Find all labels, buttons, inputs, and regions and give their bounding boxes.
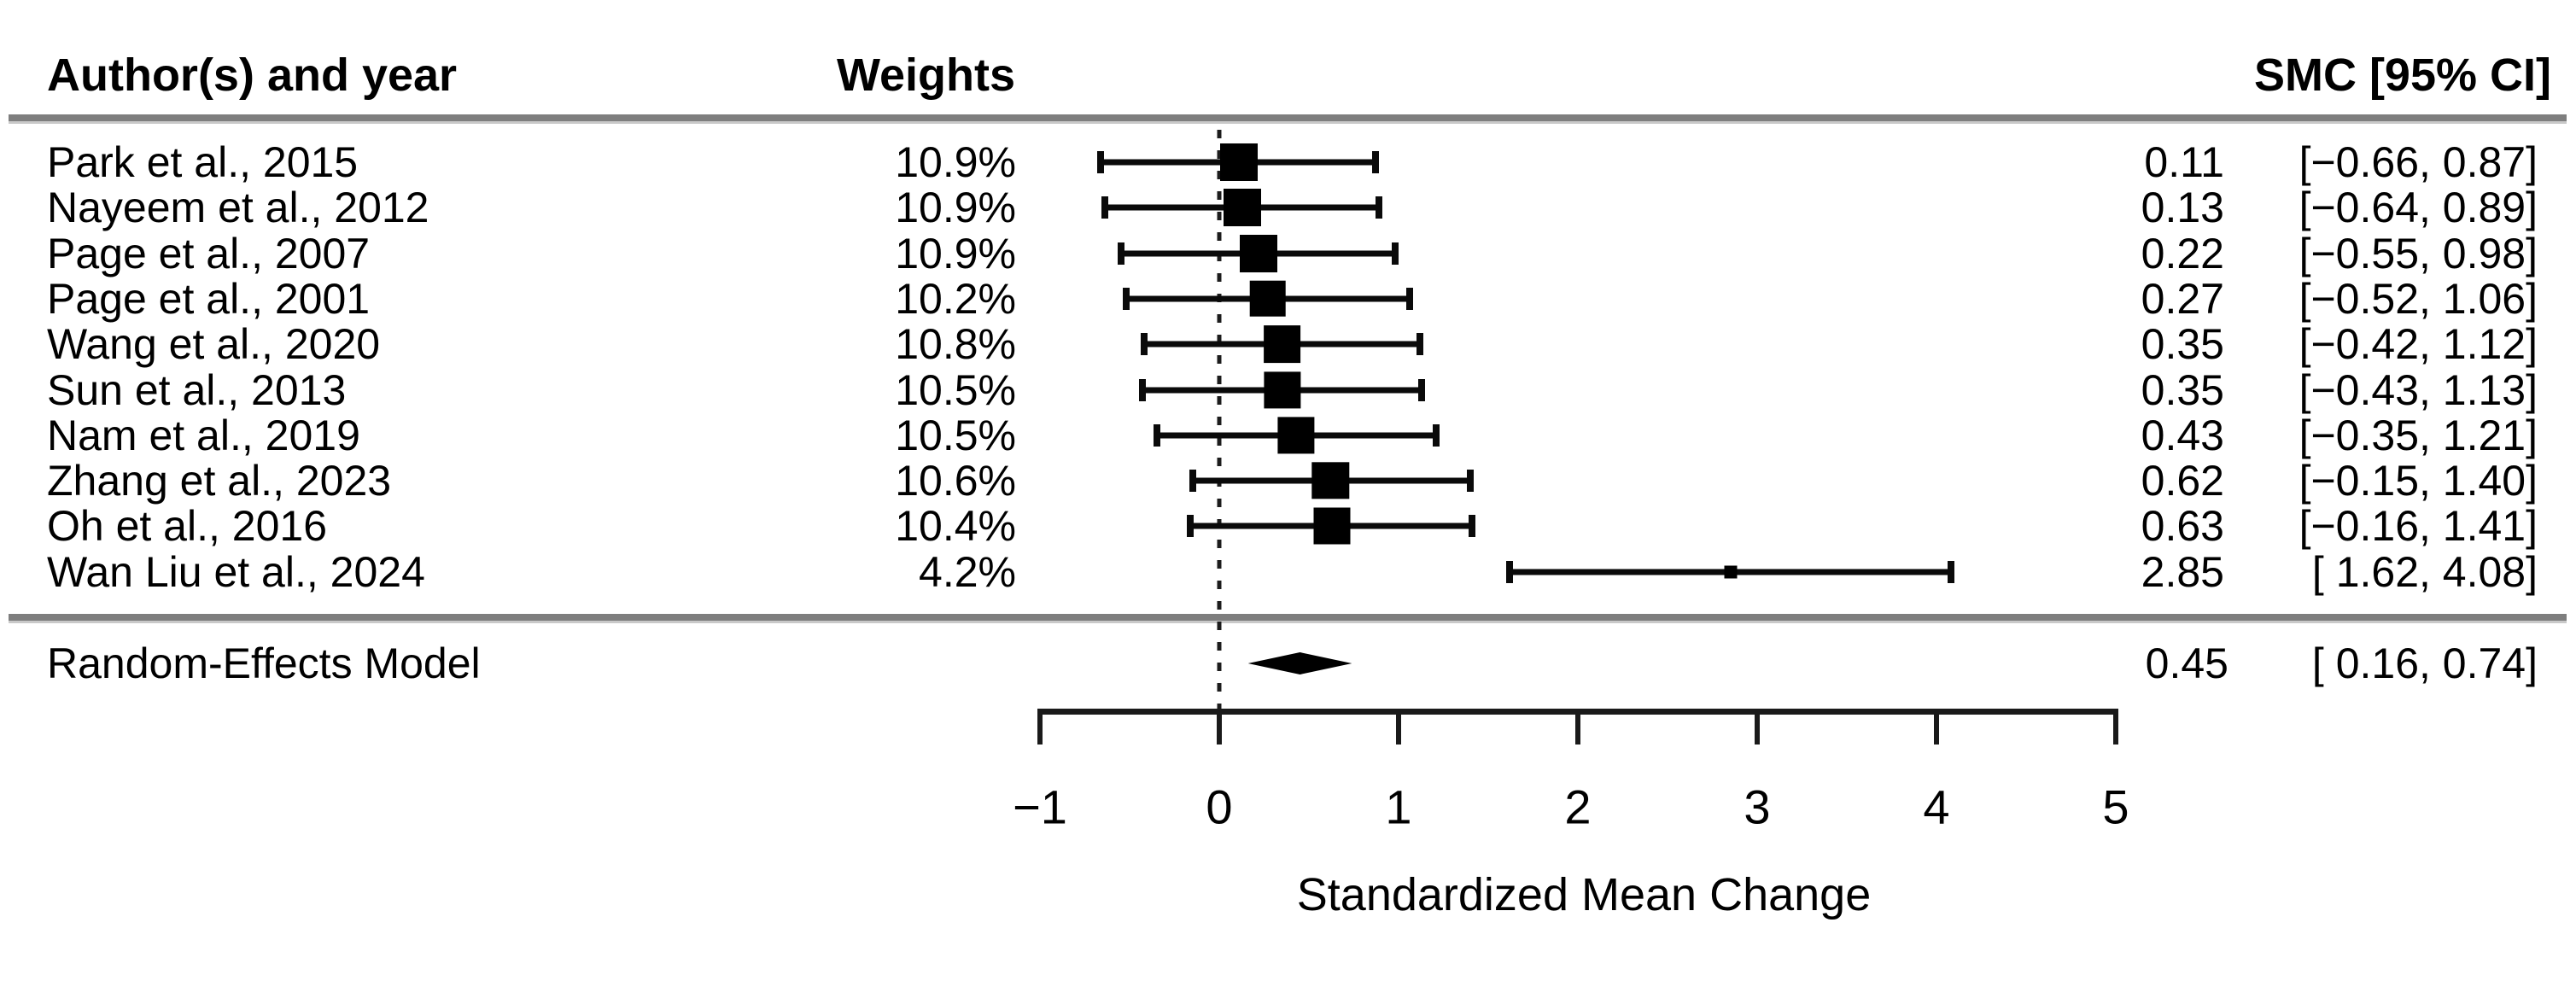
ci-upper-cap [1417,333,1424,356]
ci-upper-cap [1405,287,1413,310]
ci-lower-cap [1153,423,1160,447]
ci-lower-cap [1117,242,1124,265]
ci-value: [−0.35, 1.21] [2299,411,2538,459]
column-header-authors: Author(s) and year [47,50,458,101]
weight-label: 10.5% [895,411,1016,459]
summary-diamond [1247,652,1352,674]
ci-lower-cap [1097,151,1105,173]
author-label: Page et al., 2007 [47,229,371,277]
ci-lower-cap [1122,287,1130,310]
x-axis-title: Standardized Mean Change [1296,869,1872,920]
ci-lower-cap [1506,560,1514,583]
ci-value: [−0.66, 0.87] [2299,138,2538,186]
weight-label: 10.4% [895,502,1016,551]
effect-square [1277,417,1315,454]
weight-label: 10.9% [895,229,1016,277]
author-label: Nayeem et al., 2012 [47,184,429,232]
x-axis-tick [1396,709,1401,745]
ci-upper-cap [1433,423,1440,447]
ci-upper-cap [1467,470,1474,493]
effect-square [1311,462,1349,499]
x-axis-tick-label: 3 [1744,780,1771,834]
author-label: Page et al., 2001 [47,274,371,323]
x-axis-tick-label: 4 [1923,780,1950,834]
zero-reference-line [1217,130,1222,729]
author-label: Sun et al., 2013 [47,365,347,414]
x-axis-tick [1575,709,1580,745]
author-label: Oh et al., 2016 [47,502,328,551]
ci-upper-cap [1947,560,1954,583]
ci-lower-cap [1187,515,1195,538]
summary-label: Random-Effects Model [47,639,481,687]
estimate-value: 0.62 [2141,457,2224,505]
author-label: Wang et al., 2020 [47,320,381,369]
effect-square [1249,280,1286,318]
ci-value: [−0.16, 1.41] [2299,502,2538,551]
estimate-value: 0.22 [2141,229,2224,277]
ci-lower-cap [1140,333,1148,356]
author-label: Wan Liu et al., 2024 [47,547,425,596]
summary-ci-value: [ 0.16, 0.74] [2311,639,2538,687]
ci-value: [−0.55, 0.98] [2299,229,2538,277]
x-axis-tick [1934,709,1939,745]
column-header-smc: SMC [95% CI] [2253,50,2551,101]
ci-upper-cap [1375,196,1382,219]
ci-upper-cap [1391,242,1399,265]
weight-label: 4.2% [919,547,1016,596]
author-label: Park et al., 2015 [47,138,359,186]
ci-lower-cap [1101,196,1108,219]
effect-square [1240,234,1278,272]
ci-upper-cap [1371,151,1379,173]
estimate-value: 0.27 [2141,274,2224,323]
weight-label: 10.9% [895,184,1016,232]
weight-label: 10.9% [895,138,1016,186]
x-axis-tick-label: 2 [1564,780,1592,834]
column-header-weights: Weights [837,50,1016,101]
estimate-value: 0.35 [2141,320,2224,369]
effect-square [1220,143,1259,181]
x-axis-tick-label: −1 [1013,780,1067,834]
x-axis-tick [1755,709,1760,745]
summary-separator-rule [9,614,2567,623]
author-label: Zhang et al., 2023 [47,457,392,505]
estimate-value: 0.35 [2141,365,2224,414]
ci-lower-cap [1189,470,1196,493]
estimate-value: 0.43 [2141,411,2224,459]
ci-upper-cap [1418,378,1426,401]
ci-upper-cap [1469,515,1476,538]
ci-value: [−0.42, 1.12] [2299,320,2538,369]
author-label: Nam et al., 2019 [47,411,360,459]
estimate-value: 0.63 [2141,502,2224,551]
ci-value: [−0.64, 0.89] [2299,184,2538,232]
estimate-value: 2.85 [2141,547,2224,596]
effect-square [1263,325,1301,364]
ci-lower-cap [1138,378,1146,401]
x-axis-tick [1037,709,1043,745]
x-axis-tick [2113,709,2118,745]
effect-square [1263,371,1301,409]
ci-value: [−0.52, 1.06] [2299,274,2538,323]
effect-square [1313,507,1351,545]
effect-square [1224,189,1262,227]
header-separator-rule [9,114,2567,124]
effect-square [1724,565,1737,579]
ci-value: [−0.43, 1.13] [2299,365,2538,414]
x-axis-tick-label: 5 [2102,780,2129,834]
estimate-value: 0.13 [2141,184,2224,232]
weight-label: 10.5% [895,365,1016,414]
ci-value: [ 1.62, 4.08] [2311,547,2538,596]
x-axis-tick-label: 1 [1385,780,1412,834]
x-axis-tick [1217,709,1222,745]
estimate-value: 0.11 [2144,138,2224,186]
x-axis-tick-label: 0 [1206,780,1233,834]
weight-label: 10.8% [895,320,1016,369]
weight-label: 10.6% [895,457,1016,505]
ci-value: [−0.15, 1.40] [2299,457,2538,505]
weight-label: 10.2% [895,274,1016,323]
summary-estimate-value: 0.45 [2145,639,2228,687]
